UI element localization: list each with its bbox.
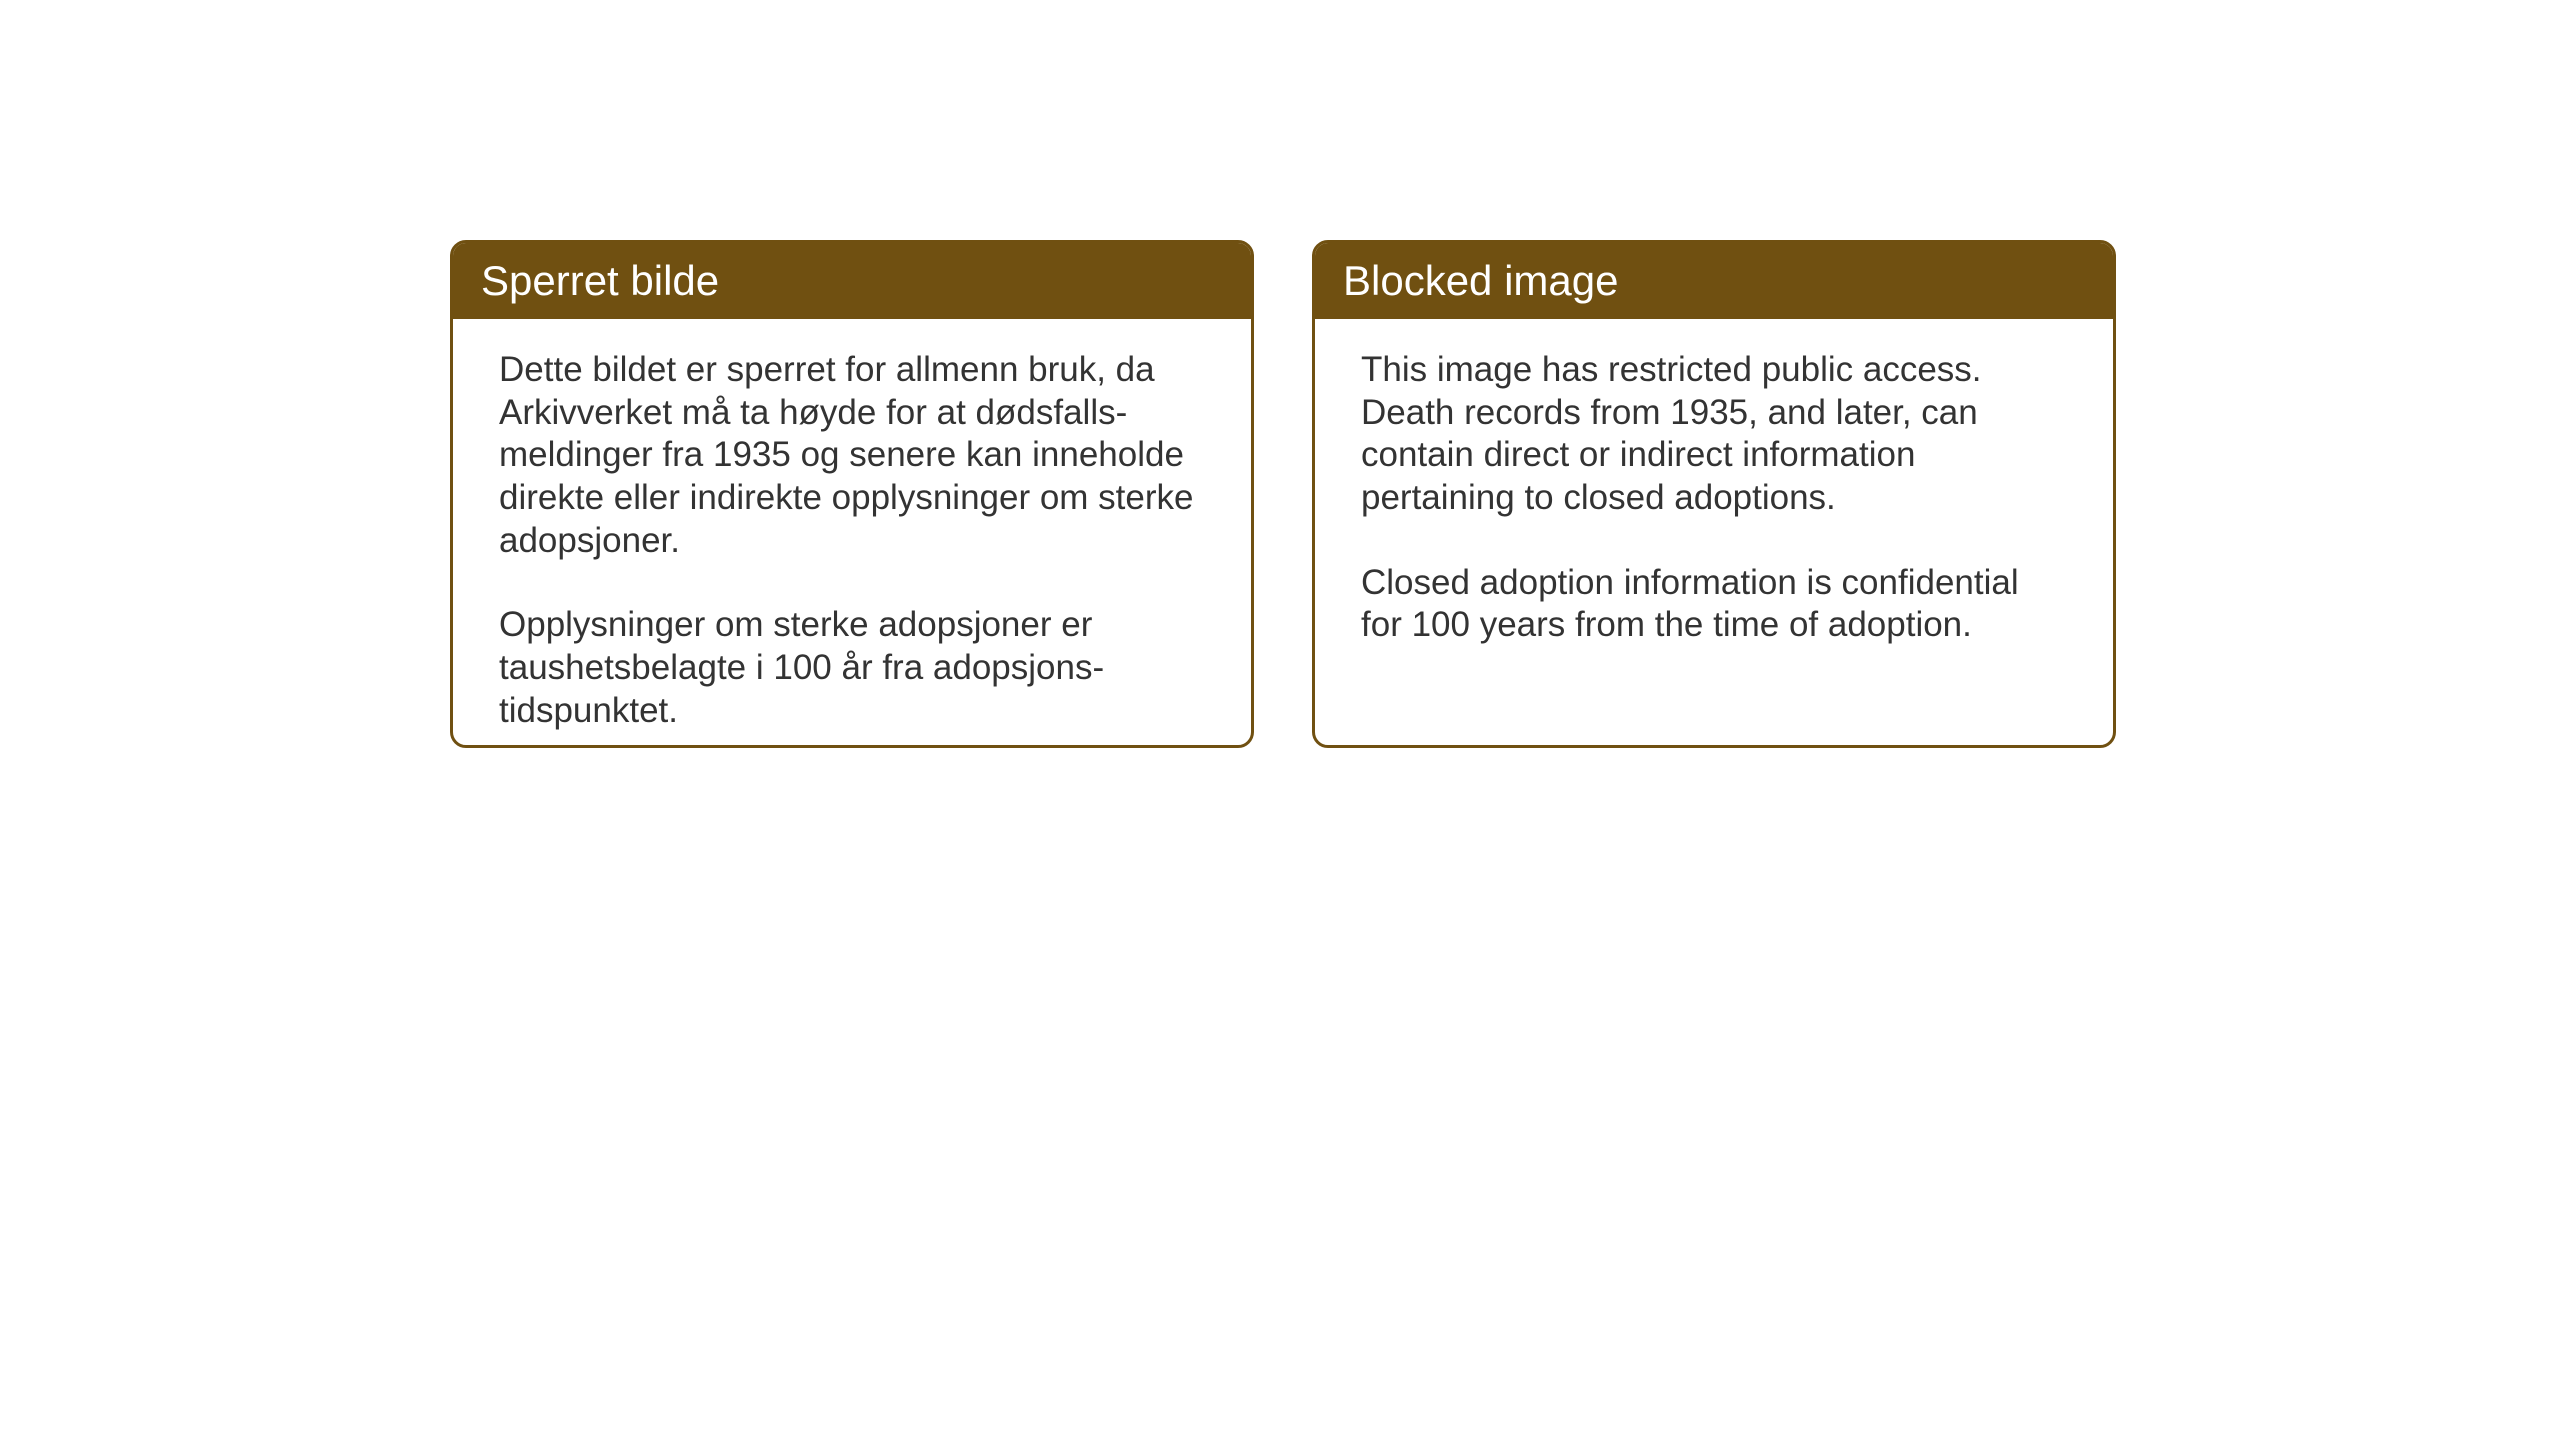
card-title: Blocked image bbox=[1343, 257, 1618, 304]
card-body-norwegian: Dette bildet er sperret for allmenn bruk… bbox=[453, 319, 1251, 748]
info-card-norwegian: Sperret bilde Dette bildet er sperret fo… bbox=[450, 240, 1254, 748]
card-paragraph: Dette bildet er sperret for allmenn bruk… bbox=[499, 349, 1205, 562]
card-body-english: This image has restricted public access.… bbox=[1315, 319, 2113, 677]
card-header-norwegian: Sperret bilde bbox=[453, 243, 1251, 319]
card-header-english: Blocked image bbox=[1315, 243, 2113, 319]
card-container: Sperret bilde Dette bildet er sperret fo… bbox=[0, 0, 2560, 748]
card-paragraph: Closed adoption information is confident… bbox=[1361, 562, 2067, 647]
card-title: Sperret bilde bbox=[481, 257, 719, 304]
card-paragraph: This image has restricted public access.… bbox=[1361, 349, 2067, 520]
card-paragraph: Opplysninger om sterke adopsjoner er tau… bbox=[499, 604, 1205, 732]
info-card-english: Blocked image This image has restricted … bbox=[1312, 240, 2116, 748]
